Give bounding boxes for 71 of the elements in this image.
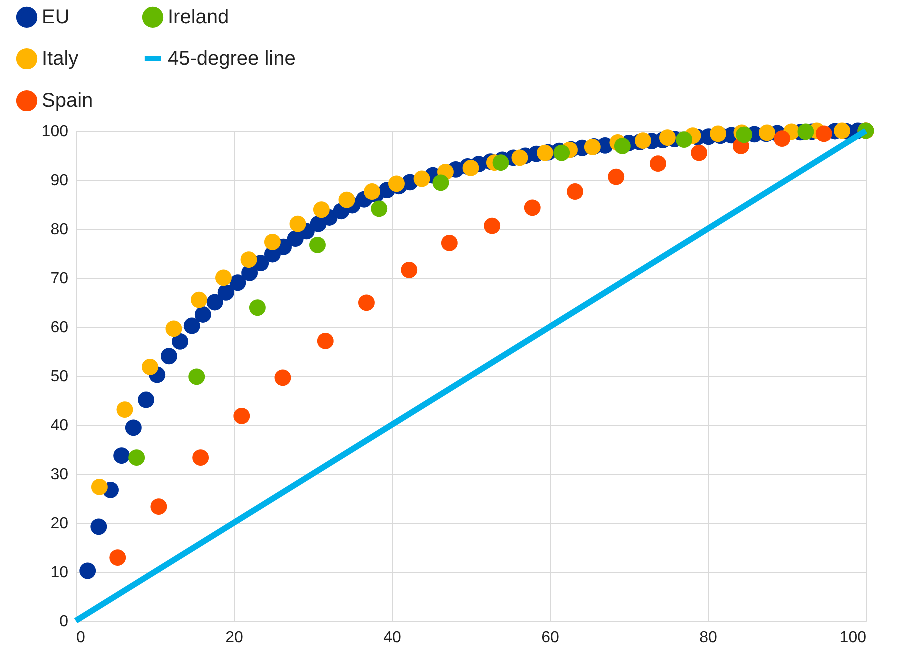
x-tick-label: 60 — [542, 630, 560, 646]
point — [249, 300, 266, 316]
y-tick-label: 0 — [60, 614, 69, 630]
point — [650, 156, 666, 172]
point — [524, 200, 541, 216]
legend-label: Italy — [42, 48, 79, 70]
point — [567, 184, 584, 200]
y-tick-label: 80 — [50, 222, 69, 238]
x-tick-label: 40 — [384, 630, 402, 646]
point — [290, 216, 306, 232]
point — [484, 218, 501, 234]
point — [635, 132, 652, 149]
point — [710, 126, 726, 142]
point — [834, 122, 851, 140]
point — [116, 402, 134, 418]
point — [554, 144, 570, 162]
legend-label: 45-degree line — [168, 48, 296, 70]
point — [234, 408, 250, 424]
y-tick-label: 40 — [50, 418, 69, 434]
legend-label: EU — [42, 6, 70, 28]
point — [614, 138, 631, 154]
point — [216, 270, 232, 286]
x-tick-label: 80 — [700, 630, 718, 646]
y-tick-label: 70 — [50, 270, 69, 288]
point — [317, 333, 334, 350]
point — [166, 320, 182, 338]
point — [371, 200, 388, 218]
point — [512, 150, 528, 166]
point — [91, 479, 108, 496]
y-tick-label: 10 — [50, 564, 69, 582]
point — [388, 176, 405, 192]
point — [142, 358, 158, 376]
point — [338, 192, 356, 208]
point — [192, 450, 210, 466]
point — [401, 262, 418, 278]
point — [240, 252, 258, 268]
point — [492, 154, 510, 172]
y-tick-label: 50 — [50, 368, 69, 386]
point — [774, 130, 790, 148]
y-tick-label: 30 — [50, 466, 69, 484]
point — [798, 124, 814, 140]
point — [128, 450, 146, 466]
point — [150, 498, 168, 516]
y-tick-label: 100 — [42, 124, 69, 140]
point — [264, 234, 281, 250]
y-tick-label: 90 — [50, 172, 69, 190]
point — [691, 144, 708, 162]
point — [110, 550, 126, 566]
point — [816, 126, 832, 142]
point — [364, 184, 380, 200]
point — [441, 235, 458, 252]
point — [659, 130, 676, 146]
point — [537, 144, 554, 162]
point — [188, 368, 206, 386]
y-tick-label: 20 — [50, 516, 69, 532]
x-tick-label: 100 — [840, 630, 867, 646]
legend-label: Ireland — [168, 6, 230, 28]
point — [414, 170, 430, 188]
y-tick-label: 60 — [50, 320, 69, 336]
point — [358, 294, 375, 312]
point — [462, 160, 480, 176]
point — [274, 370, 292, 386]
point — [432, 174, 450, 192]
x-tick-label: 0 — [76, 630, 86, 646]
legend-label: Spain — [42, 90, 94, 112]
point — [313, 202, 330, 218]
point — [608, 168, 625, 186]
point — [310, 236, 326, 254]
point — [191, 292, 208, 308]
point — [676, 132, 693, 148]
x-tick-label: 20 — [226, 630, 244, 646]
